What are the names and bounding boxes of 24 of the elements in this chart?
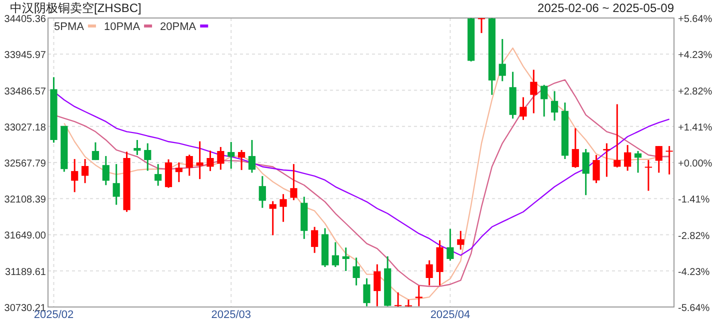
x-tick-label: 2025/03 xyxy=(211,309,251,320)
legend-label: 10PMA xyxy=(104,21,141,33)
y2-tick-label: +4.23% xyxy=(678,50,712,62)
y2-tick-label: +2.82% xyxy=(678,86,712,98)
y2-tick-label: -4.23% xyxy=(678,266,710,278)
legend-label: 5PMA xyxy=(54,21,85,33)
chart-title: 中汉阴极铜卖空[ZHSBC] xyxy=(10,1,142,15)
chart-subtitle: 2025-02-06 ~ 2025-05-09 xyxy=(538,1,674,15)
y2-tick-label: +0.00% xyxy=(678,158,712,170)
y2-tick-label: -2.82% xyxy=(678,230,710,242)
y-tick-label: 31189.61 xyxy=(5,266,46,278)
y2-tick-label: -5.64% xyxy=(678,303,710,314)
y-tick-label: 34405.36 xyxy=(4,14,46,25)
y-tick-label: 33945.97 xyxy=(4,50,46,62)
y-tick-label: 32108.39 xyxy=(4,194,46,206)
y-tick-label: 33486.57 xyxy=(4,86,46,98)
y2-tick-label: +1.41% xyxy=(678,122,712,134)
x-tick-label: 2025/04 xyxy=(430,309,470,320)
y2-tick-label: -1.41% xyxy=(678,194,710,206)
y-tick-label: 31649.00 xyxy=(4,230,46,242)
y-tick-label: 32567.79 xyxy=(4,158,46,170)
y2-tick-label: +5.64% xyxy=(678,14,712,25)
y-tick-label: 33027.18 xyxy=(4,122,46,134)
legend-label: 20PMA xyxy=(160,21,197,33)
